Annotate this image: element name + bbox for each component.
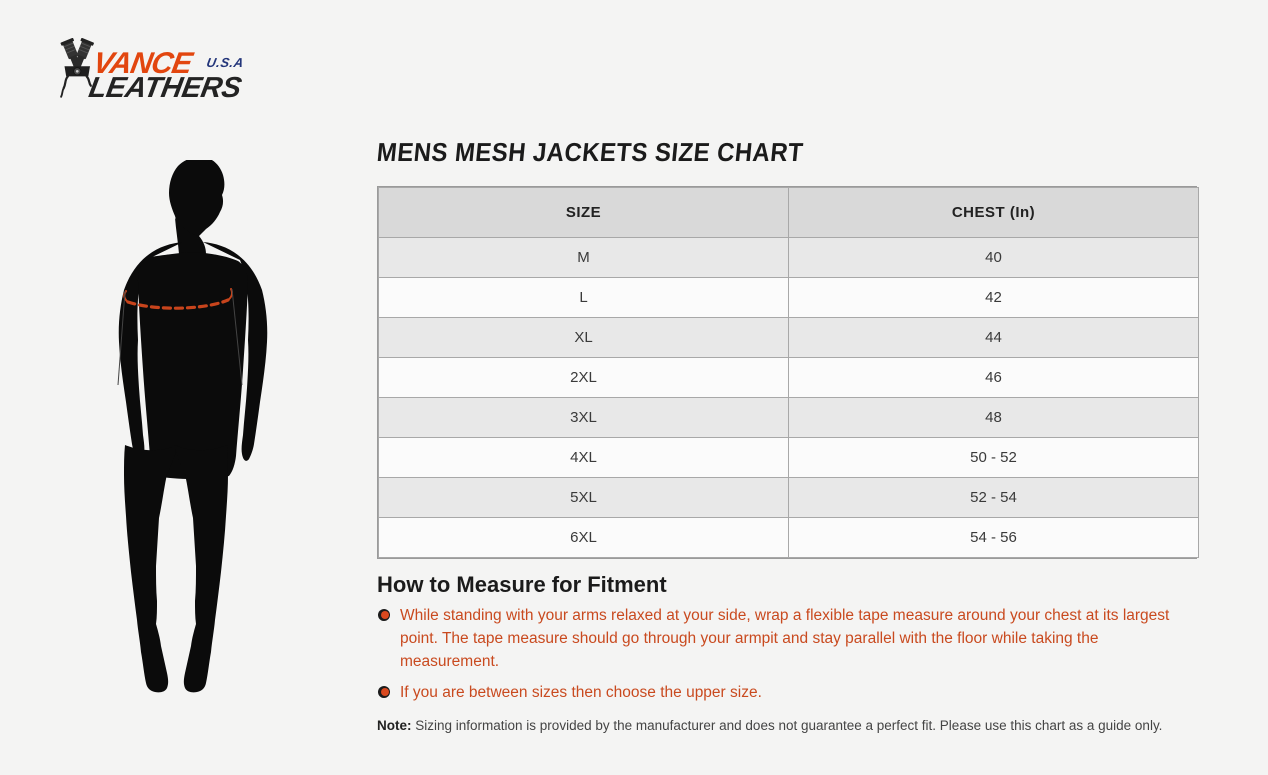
- svg-text:LEATHERS: LEATHERS: [86, 72, 244, 98]
- svg-text:U.S.A: U.S.A: [205, 55, 245, 70]
